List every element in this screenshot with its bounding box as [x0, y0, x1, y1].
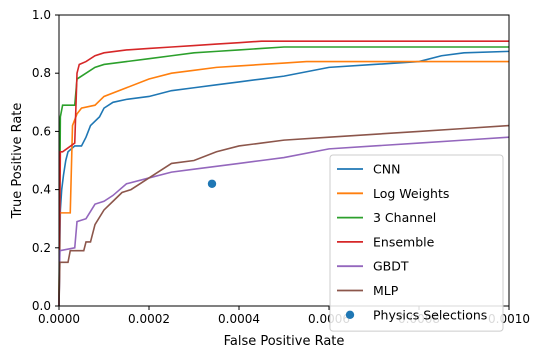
series-line-3 [58, 40, 509, 307]
x-tick-label: 0.0002 [128, 312, 170, 326]
legend-label: CNN [373, 162, 400, 177]
x-axis-label: False Positive Rate [224, 334, 345, 349]
legend-swatch [345, 310, 355, 319]
series-line-1 [58, 60, 509, 307]
x-tick-label: 0.0004 [218, 312, 260, 326]
series-line-2 [58, 46, 509, 307]
y-tick-label: 0.6 [32, 124, 51, 138]
y-tick-label: 0.4 [32, 183, 51, 197]
series-layer [58, 40, 510, 307]
y-tick-label: 0.2 [32, 241, 51, 255]
marker-layer [207, 179, 217, 188]
y-tick-label: 0.0 [32, 299, 51, 313]
series-line-4 [58, 136, 510, 307]
marker-point-0 [207, 179, 217, 188]
y-tick-label: 0.8 [32, 66, 51, 80]
legend-box [329, 154, 504, 332]
plot-area [58, 14, 510, 307]
legend-label: 3 Channel [373, 210, 436, 225]
legend-label: Physics Selections [373, 307, 487, 322]
series-line-5 [58, 124, 510, 307]
y-axis-ticks: 0.0 0.2 0.4 0.6 0.8 1.0 [32, 8, 59, 313]
legend-label: GBDT [373, 259, 409, 274]
legend-label: MLP [373, 283, 399, 298]
legend-label: Ensemble [373, 234, 435, 249]
x-tick-label: 0.0000 [38, 312, 80, 326]
legend: CNN Log Weights 3 Channel Ensemble GBDT MLP Ph… [329, 154, 504, 332]
y-tick-label: 1.0 [32, 8, 51, 22]
y-axis-label: True Positive Rate [10, 103, 25, 220]
plot-frame [58, 14, 510, 307]
legend-label: Log Weights [373, 186, 449, 201]
series-line-0 [58, 50, 510, 307]
